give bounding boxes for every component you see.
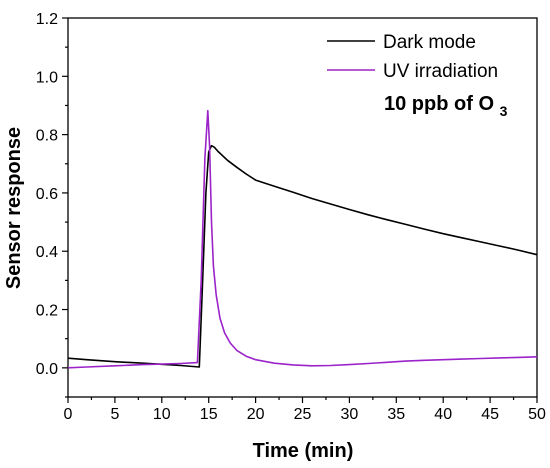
x-tick-label: 40 [434,406,452,423]
y-tick-label: 1.2 [36,11,58,28]
legend-label-dark-mode: Dark mode [383,32,476,53]
x-tick-label: 45 [481,406,499,423]
ozone-annotation-text: 10 ppb of O [384,93,494,115]
x-axis-title: Time (min) [253,440,354,462]
legend: Dark mode UV irradiation [327,32,498,82]
y-tick-label: 0.6 [36,186,58,203]
y-tick-label: 0.2 [36,303,58,320]
x-tick-label: 10 [153,406,171,423]
series-line-dark-mode [67,144,538,368]
ozone-annotation-subscript: 3 [500,103,508,119]
y-tick-label: 1.0 [36,69,58,86]
x-tick-label: 25 [294,406,312,423]
x-tick-label: 50 [528,406,546,423]
y-tick-label: 0.8 [36,128,58,145]
ticks-group: 0 5 10 15 20 25 30 35 40 45 50 0.0 0.2 0.4 0.6 0.8 1.0 1.… [36,11,546,423]
x-tick-label: 35 [387,406,405,423]
series-line-uv-irradiation [67,109,538,369]
x-tick-label: 15 [200,406,218,423]
y-axis-title: Sensor response [3,127,25,289]
x-tick-label: 0 [64,406,73,423]
x-tick-label: 30 [341,406,359,423]
legend-label-uv-irradiation: UV irradiation [383,61,498,82]
y-tick-label: 0.0 [36,361,58,378]
y-tick-label: 0.4 [36,244,58,261]
ozone-annotation: 10 ppb of O 3 [384,93,508,119]
x-tick-label: 20 [247,406,265,423]
x-tick-label: 5 [110,406,119,423]
series-group [67,109,538,369]
